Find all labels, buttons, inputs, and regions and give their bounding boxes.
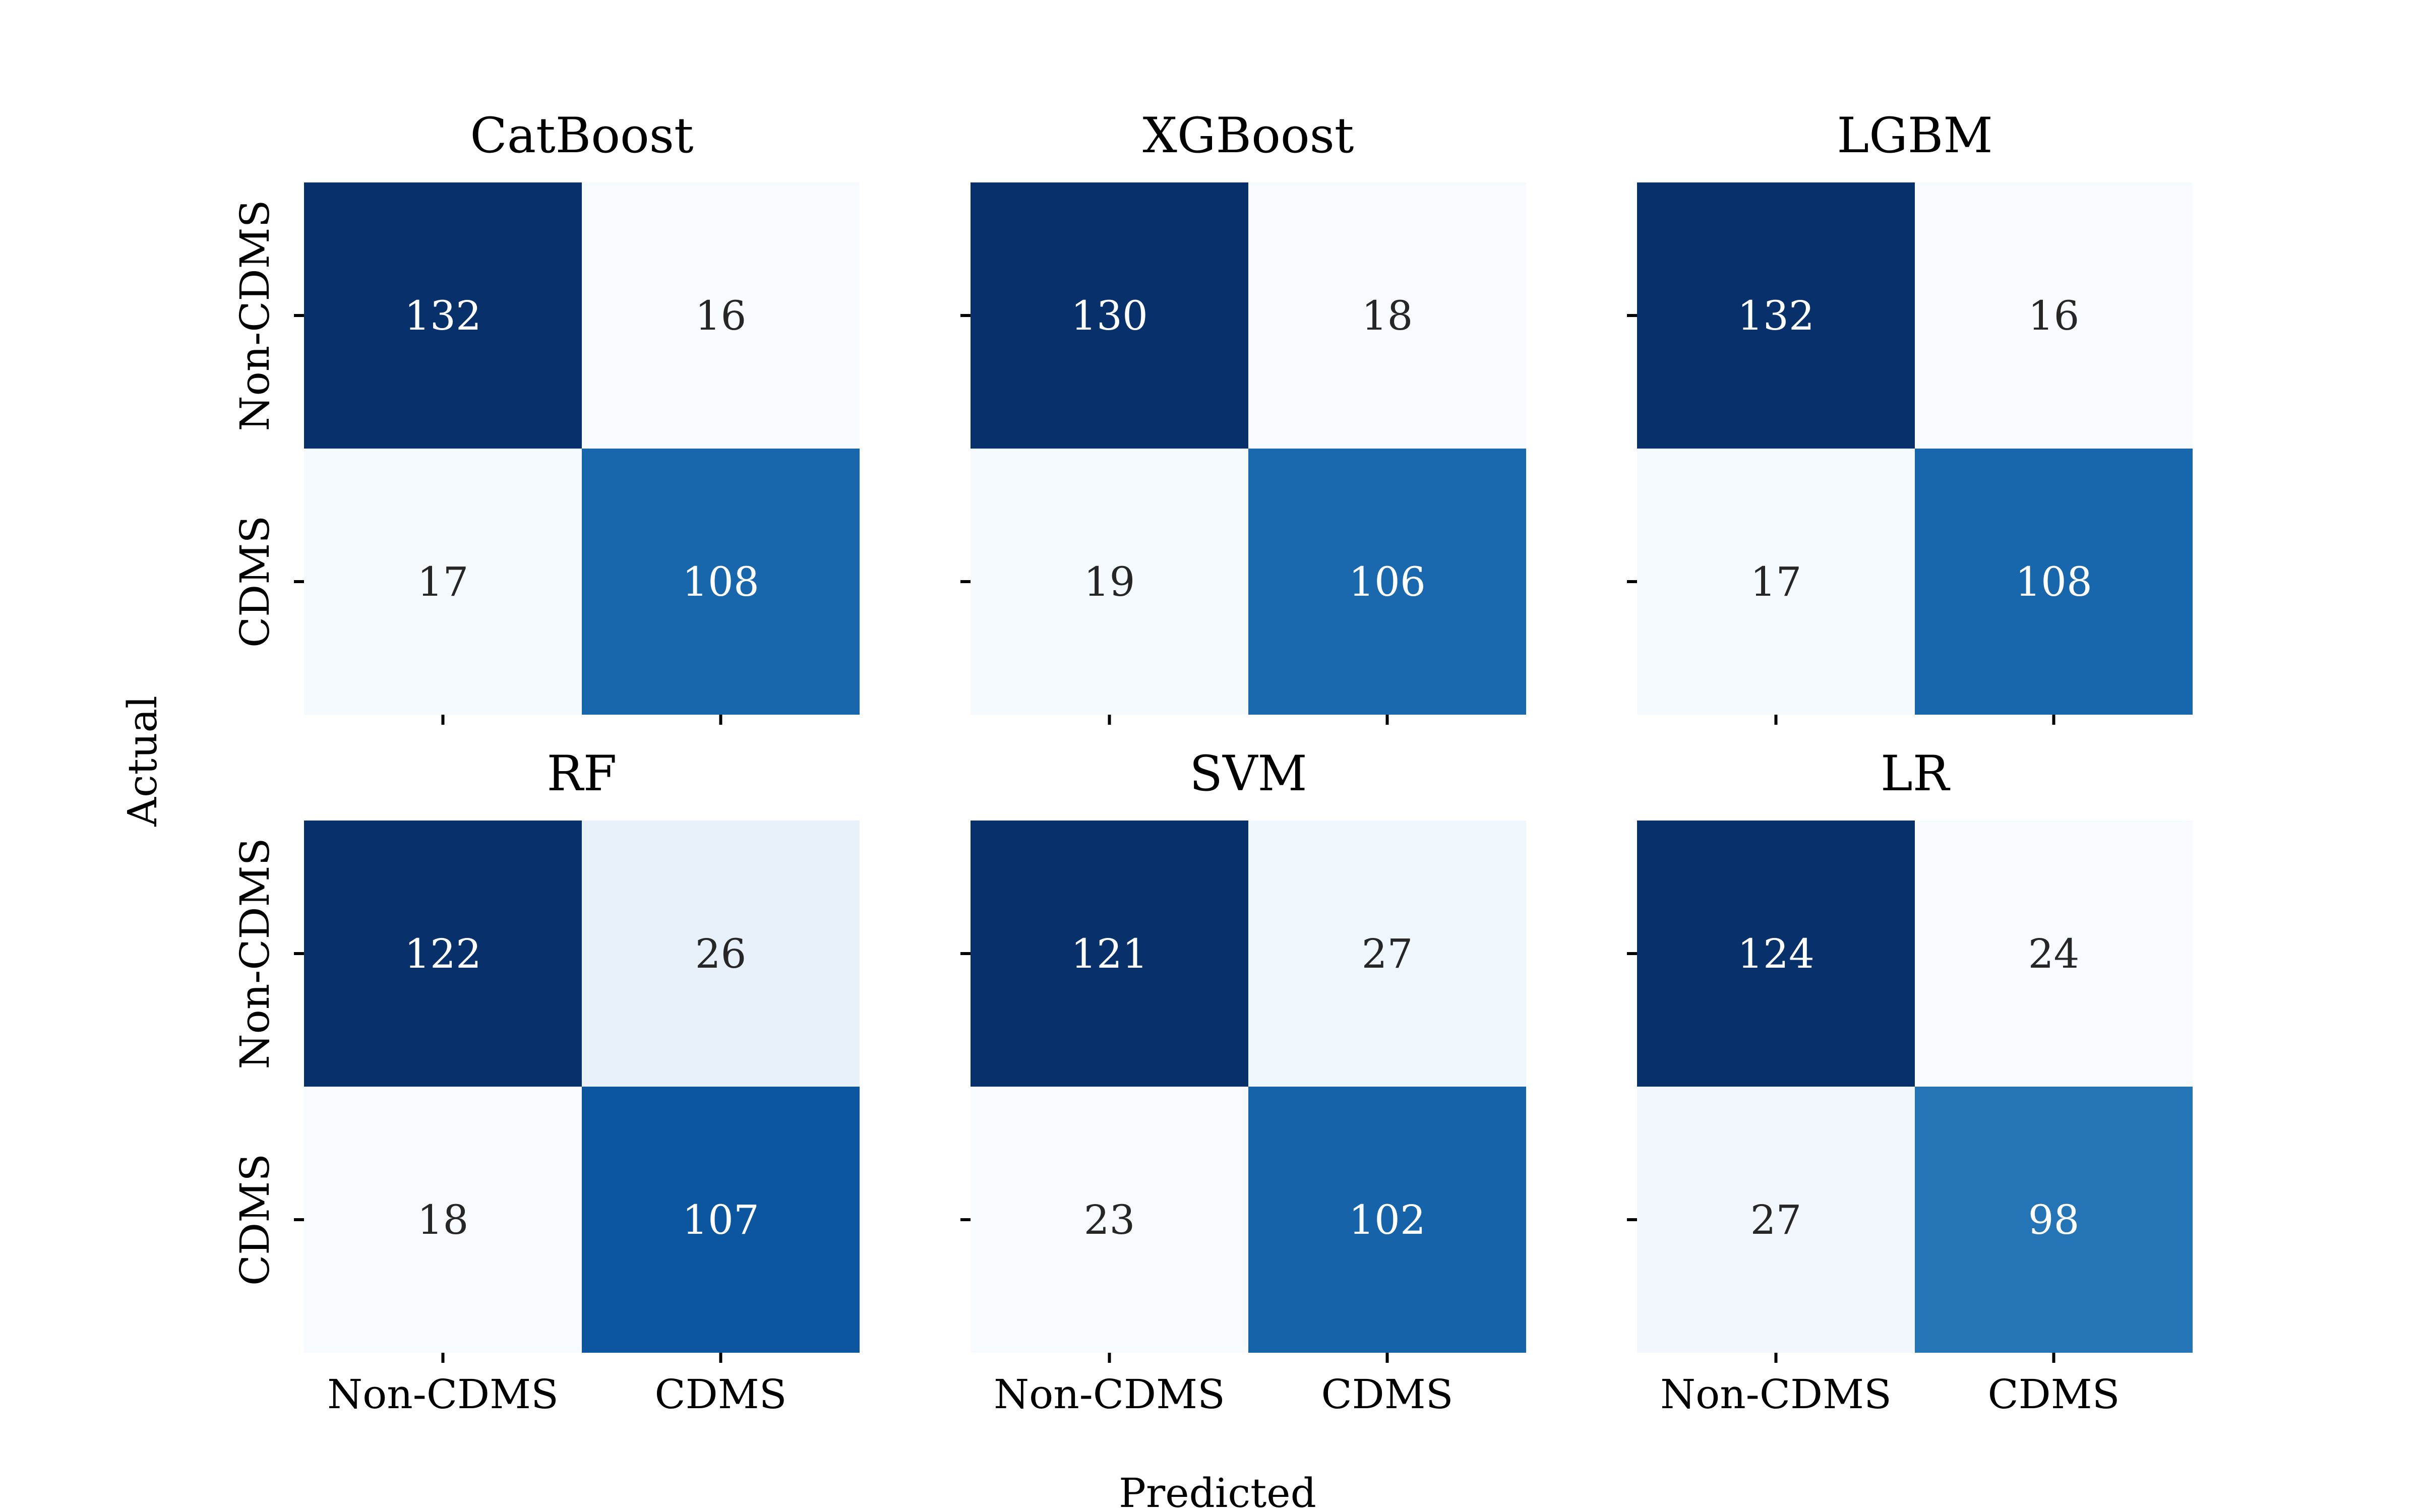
cell-value-lgbm-r0-c1: 16 bbox=[2028, 292, 2080, 339]
cell-value-svm-r1-c1: 102 bbox=[1349, 1196, 1426, 1243]
panel-title-catboost: CatBoost bbox=[470, 107, 693, 164]
cell-lgbm-r0-c1 bbox=[1915, 182, 2193, 449]
cell-xgboost-r0-c1 bbox=[1248, 182, 1526, 449]
xtick-label-svm-0: Non-CDMS bbox=[994, 1371, 1225, 1418]
ytick-label-rf-0: Non-CDMS bbox=[231, 838, 278, 1069]
cell-value-svm-r0-c1: 27 bbox=[1362, 930, 1413, 977]
cell-rf-r1-c1 bbox=[582, 1087, 860, 1353]
cell-rf-r1-c0 bbox=[304, 1087, 582, 1353]
cell-rf-r0-c1 bbox=[582, 821, 860, 1087]
cell-value-lgbm-r1-c0: 17 bbox=[1750, 558, 1802, 605]
cell-value-rf-r0-c0: 122 bbox=[404, 930, 481, 977]
cell-value-svm-r0-c0: 121 bbox=[1071, 930, 1148, 977]
heatmap-xgboost: XGBoost 130 18 19 106 bbox=[960, 107, 1526, 725]
panel-title-lgbm: LGBM bbox=[1837, 107, 1992, 164]
cell-xgboost-r0-c0 bbox=[971, 182, 1248, 449]
cell-value-xgboost-r1-c0: 19 bbox=[1084, 558, 1135, 605]
cell-lgbm-r1-c1 bbox=[1915, 449, 2193, 715]
cell-value-lr-r1-c1: 98 bbox=[2028, 1196, 2080, 1243]
cell-lr-r0-c1 bbox=[1915, 821, 2193, 1087]
panel-title-xgboost: XGBoost bbox=[1142, 107, 1354, 164]
cell-value-xgboost-r0-c1: 18 bbox=[1362, 292, 1413, 339]
heatmap-catboost: CatBoost 132 16 17 108 Non-CDMS CDMS bbox=[231, 107, 860, 725]
cell-value-rf-r0-c1: 26 bbox=[695, 930, 747, 977]
cell-value-lr-r0-c0: 124 bbox=[1737, 930, 1814, 977]
cell-value-lgbm-r0-c0: 132 bbox=[1737, 292, 1814, 339]
cell-catboost-r1-c1 bbox=[582, 449, 860, 715]
cell-value-svm-r1-c0: 23 bbox=[1084, 1196, 1135, 1243]
cell-svm-r0-c0 bbox=[971, 821, 1248, 1087]
cell-value-catboost-r1-c1: 108 bbox=[682, 558, 759, 605]
cell-xgboost-r1-c1 bbox=[1248, 449, 1526, 715]
cell-value-xgboost-r1-c1: 106 bbox=[1349, 558, 1426, 605]
cell-catboost-r1-c0 bbox=[304, 449, 582, 715]
xtick-label-rf-0: Non-CDMS bbox=[327, 1371, 559, 1418]
cell-value-rf-r1-c0: 18 bbox=[417, 1196, 469, 1243]
cell-lr-r0-c0 bbox=[1637, 821, 1915, 1087]
cell-value-lgbm-r1-c1: 108 bbox=[2015, 558, 2092, 605]
heatmap-lr: LR 124 24 27 98 Non-CDMS CDMS bbox=[1627, 745, 2193, 1418]
heatmap-lgbm: LGBM 132 16 17 108 bbox=[1627, 107, 2193, 725]
xtick-label-lr-1: CDMS bbox=[1987, 1371, 2120, 1418]
panel-title-svm: SVM bbox=[1189, 745, 1307, 802]
cell-value-lr-r1-c0: 27 bbox=[1750, 1196, 1802, 1243]
xtick-label-svm-1: CDMS bbox=[1321, 1371, 1453, 1418]
xtick-label-rf-1: CDMS bbox=[654, 1371, 786, 1418]
cell-svm-r0-c1 bbox=[1248, 821, 1526, 1087]
heatmap-svm: SVM 121 27 23 102 Non-CDMS CDMS bbox=[960, 745, 1526, 1418]
cell-lr-r1-c1 bbox=[1915, 1087, 2193, 1353]
cell-value-rf-r1-c1: 107 bbox=[682, 1196, 759, 1243]
cell-lgbm-r0-c0 bbox=[1637, 182, 1915, 449]
cell-xgboost-r1-c0 bbox=[971, 449, 1248, 715]
cell-rf-r0-c0 bbox=[304, 821, 582, 1087]
cell-value-catboost-r1-c0: 17 bbox=[417, 558, 469, 605]
cell-value-xgboost-r0-c0: 130 bbox=[1071, 292, 1148, 339]
ytick-label-rf-1: CDMS bbox=[231, 1154, 278, 1286]
cell-svm-r1-c0 bbox=[971, 1087, 1248, 1353]
xtick-label-lr-0: Non-CDMS bbox=[1660, 1371, 1892, 1418]
cell-catboost-r0-c1 bbox=[582, 182, 860, 449]
cell-lgbm-r1-c0 bbox=[1637, 449, 1915, 715]
figure-ylabel: Actual bbox=[119, 696, 166, 827]
figure-xlabel: Predicted bbox=[1119, 1470, 1316, 1512]
heatmap-rf: RF 122 26 18 107 Non-CDMS CDMS Non-CDMS CDMS bbox=[231, 745, 860, 1418]
cell-catboost-r0-c0 bbox=[304, 182, 582, 449]
cell-lr-r1-c0 bbox=[1637, 1087, 1915, 1353]
panel-title-lr: LR bbox=[1881, 745, 1951, 802]
ytick-label-catboost-0: Non-CDMS bbox=[231, 200, 278, 431]
panel-title-rf: RF bbox=[547, 745, 617, 802]
cell-value-lr-r0-c1: 24 bbox=[2028, 930, 2080, 977]
ytick-label-catboost-1: CDMS bbox=[231, 516, 278, 648]
heatmap-panels: CatBoost 132 16 17 108 Non-CDMS CDMS XGBoost 130… bbox=[231, 107, 2193, 1418]
cell-value-catboost-r0-c1: 16 bbox=[695, 292, 747, 339]
cell-value-catboost-r0-c0: 132 bbox=[404, 292, 481, 339]
cell-svm-r1-c1 bbox=[1248, 1087, 1526, 1353]
